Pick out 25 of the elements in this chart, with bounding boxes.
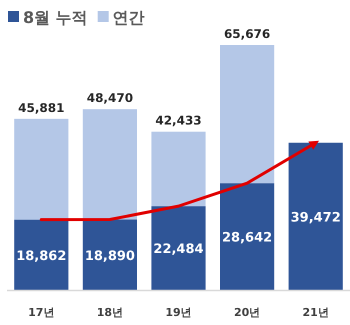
total-label: 42,433 [155,114,202,128]
data-label: 18,890 [84,248,135,264]
data-label: 18,862 [16,248,66,264]
x-tick-label: 18년 [96,306,124,319]
x-tick-label: 17년 [28,306,54,319]
bar [288,142,343,290]
bar [82,109,137,220]
legend-label: 8월 누적 [23,8,88,27]
total-label: 65,676 [224,27,270,41]
data-label: 39,472 [290,210,341,226]
x-tick-label: 21년 [302,306,329,319]
bar [220,183,274,290]
x-tick-label: 20년 [234,306,260,319]
total-label: 45,881 [18,100,64,115]
data-label: 28,642 [222,230,272,246]
legend-label: 연간 [112,8,145,27]
bar [14,220,68,290]
x-tick-label: 19년 [165,306,192,319]
data-label: 22,484 [153,242,204,258]
bar [14,118,68,220]
bar [220,45,274,184]
bar [151,132,206,206]
bar [82,220,137,290]
bar [151,206,206,290]
total-label: 48,470 [86,91,134,106]
